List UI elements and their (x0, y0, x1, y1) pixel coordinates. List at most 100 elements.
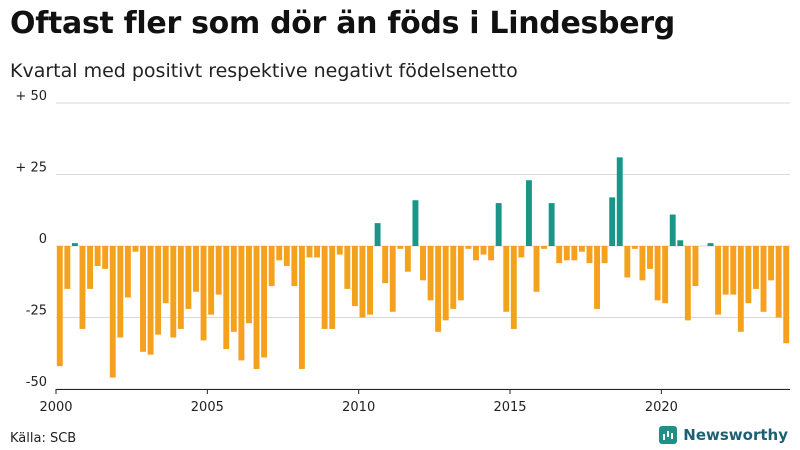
bar-2016-q2 (548, 203, 555, 246)
bar-2004-q3 (193, 246, 199, 292)
bar-2024-q1 (783, 246, 790, 344)
bar-2021-q3 (707, 243, 714, 246)
bar-2000-q4 (79, 246, 86, 329)
bar-2003-q4 (170, 246, 177, 338)
chart-title: Oftast fler som dör än föds i Lindesberg (10, 6, 675, 41)
bar-2019-q1 (631, 246, 638, 249)
bar-2011-q3 (404, 246, 411, 272)
bar-2001-q3 (102, 246, 109, 269)
bar-2013-q1 (450, 246, 457, 309)
x-tick-label: 2020 (645, 400, 678, 415)
chart-subtitle: Kvartal med positivt respektive negativt… (10, 60, 518, 82)
bar-2023-q3 (768, 246, 775, 281)
bar-2002-q2 (124, 246, 131, 298)
y-tick-label: + 50 (15, 89, 47, 104)
bar-2009-q3 (344, 246, 351, 289)
bar-2003-q1 (147, 246, 154, 355)
bar-2005-q1 (208, 246, 215, 315)
bar-2014-q1 (480, 246, 487, 255)
bar-2006-q3 (253, 246, 260, 369)
bar-2015-q4 (533, 246, 540, 292)
bar-2022-q4 (745, 246, 752, 304)
bar-2018-q3 (616, 157, 623, 246)
bar-2011-q2 (397, 246, 404, 249)
bar-2013-q4 (473, 246, 479, 261)
bar-2018-q1 (601, 246, 608, 264)
source-note: Källa: SCB (10, 431, 77, 446)
bar-2008-q2 (306, 246, 313, 258)
bar-2007-q1 (268, 246, 275, 287)
bar-2019-q2 (639, 246, 646, 281)
bar-2000-q2 (64, 246, 71, 289)
newsworthy-logo-icon (659, 426, 678, 444)
bar-2005-q2 (215, 246, 222, 295)
bar-2020-q4 (684, 246, 691, 321)
bar-2003-q2 (155, 246, 162, 335)
bar-2022-q3 (737, 246, 744, 332)
bar-2010-q3 (374, 223, 381, 246)
y-tick-label: + 25 (15, 161, 47, 176)
bar-2020-q3 (677, 240, 684, 246)
bar-2016-q1 (541, 246, 548, 249)
bar-2009-q2 (336, 246, 343, 255)
bar-2000-q3 (71, 243, 78, 246)
bar-2012-q3 (435, 246, 442, 332)
bar-2014-q2 (488, 246, 495, 261)
bar-2017-q1 (571, 246, 578, 261)
y-tick-label: -50 (26, 375, 47, 390)
brand-logo[interactable]: Newsworthy (659, 426, 788, 444)
bar-2010-q2 (367, 246, 373, 315)
bar-2023-q4 (775, 246, 782, 318)
bar-2012-q4 (442, 246, 449, 321)
bar-2008-q1 (298, 246, 305, 369)
bar-2008-q3 (314, 246, 321, 258)
bar-2007-q4 (291, 246, 298, 287)
brand-name: Newsworthy (683, 426, 788, 444)
bar-2002-q4 (140, 246, 146, 352)
bar-2002-q3 (132, 246, 139, 252)
bar-2021-q1 (692, 246, 699, 287)
bar-2007-q3 (283, 246, 290, 267)
bar-2004-q2 (185, 246, 192, 309)
bar-2016-q3 (556, 246, 563, 264)
bar-2003-q3 (162, 246, 169, 304)
bar-2020-q2 (669, 214, 676, 246)
bar-2007-q2 (276, 246, 283, 261)
bar-2002-q1 (117, 246, 124, 338)
bar-2015-q3 (525, 180, 532, 246)
bar-2015-q1 (510, 246, 517, 329)
bar-2004-q1 (177, 246, 184, 329)
bar-2012-q2 (427, 246, 434, 301)
bar-2017-q4 (594, 246, 600, 309)
bar-2022-q1 (722, 246, 729, 295)
bar-2014-q4 (503, 246, 510, 312)
bar-2019-q4 (654, 246, 661, 301)
bar-2012-q1 (420, 246, 426, 281)
bar-2018-q2 (609, 197, 616, 246)
bar-2017-q3 (586, 246, 593, 264)
bar-2010-q1 (359, 246, 366, 318)
bar-2022-q2 (730, 246, 737, 295)
bar-2006-q4 (261, 246, 268, 358)
bar-2016-q4 (563, 246, 570, 261)
bar-2001-q4 (109, 246, 116, 378)
bar-2004-q4 (200, 246, 207, 341)
bar-2019-q3 (647, 246, 653, 269)
bar-2021-q4 (715, 246, 722, 315)
bar-2009-q1 (329, 246, 336, 329)
bar-2023-q2 (760, 246, 767, 312)
bar-2001-q1 (87, 246, 93, 289)
bar-2013-q2 (457, 246, 464, 301)
x-tick-label: 2000 (39, 400, 72, 415)
bar-2020-q1 (662, 246, 669, 304)
bar-2023-q1 (753, 246, 759, 289)
bar-2011-q1 (389, 246, 396, 312)
bar-2006-q2 (246, 246, 252, 324)
bar-2015-q2 (518, 246, 525, 258)
bar-2010-q4 (382, 246, 389, 284)
bar-2001-q2 (94, 246, 101, 267)
bar-2017-q2 (578, 246, 585, 252)
bar-2008-q4 (321, 246, 328, 329)
y-tick-label: 0 (39, 232, 47, 247)
bar-2006-q1 (238, 246, 245, 361)
